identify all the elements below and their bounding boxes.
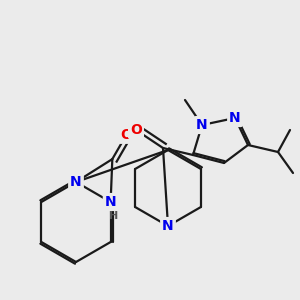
Text: N: N [70,175,82,189]
Text: N: N [196,118,208,132]
Text: N: N [229,111,241,125]
Text: O: O [120,128,132,142]
Text: N: N [105,195,116,209]
Text: O: O [130,123,142,137]
Text: H: H [109,211,118,221]
Text: N: N [162,219,174,233]
